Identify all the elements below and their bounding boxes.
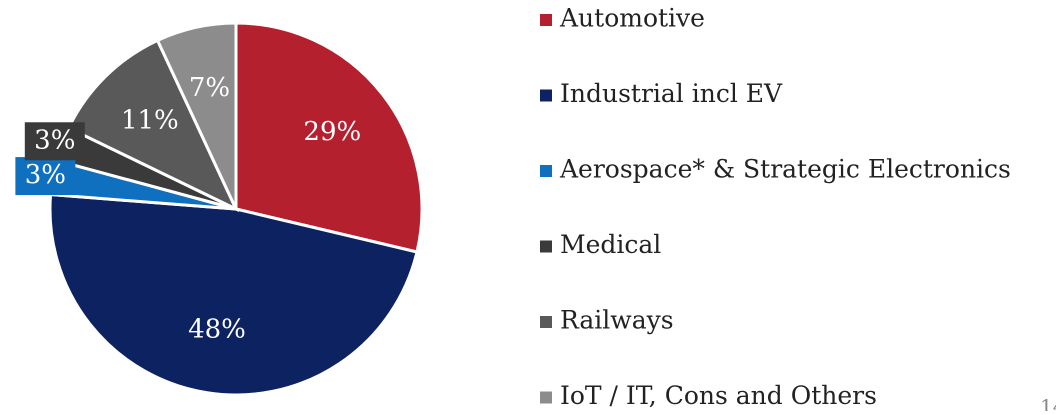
legend-label: IoT / IT, Cons and Others <box>560 381 877 410</box>
data-label: 48% <box>188 314 246 344</box>
legend-label: Aerospace* & Strategic Electronics <box>559 155 1011 184</box>
data-label: 3% <box>34 125 75 155</box>
legend-label: Industrial incl EV <box>560 79 783 108</box>
data-label: 7% <box>189 73 230 103</box>
pie-slice <box>155 21 238 210</box>
legend-marker <box>540 165 552 177</box>
legend-marker <box>540 89 552 102</box>
label-box <box>15 157 76 196</box>
legend-label: Railways <box>560 306 674 335</box>
legend-marker <box>540 316 552 328</box>
data-label: 11% <box>121 106 179 136</box>
legend-marker <box>540 240 552 253</box>
legend-marker <box>540 14 552 26</box>
data-label: 3% <box>25 160 66 190</box>
label-box <box>24 122 85 161</box>
pie-slice <box>48 192 419 397</box>
data-label: 29% <box>303 117 361 147</box>
pie-slice <box>234 21 424 254</box>
pie-slice <box>66 38 240 213</box>
page-number: 14 <box>1040 395 1056 412</box>
legend-label: Medical <box>560 230 661 259</box>
legend-label: Automotive <box>559 4 705 33</box>
legend-marker <box>540 391 552 404</box>
